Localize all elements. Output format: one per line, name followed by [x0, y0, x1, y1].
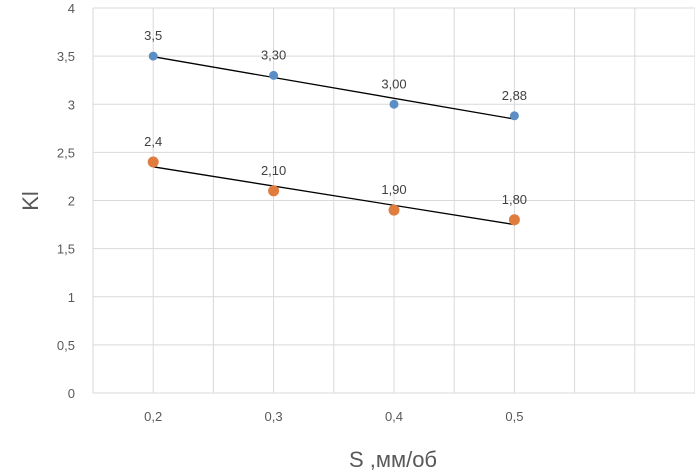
- data-point: [148, 51, 158, 61]
- trendline-2: [153, 166, 515, 226]
- y-axis-ticks: 0 0,5 1 1,5 2 2,5 3 3,5 4: [57, 1, 75, 401]
- data-point: [509, 111, 519, 121]
- data-label: 3,30: [261, 47, 286, 62]
- data-point: [147, 156, 159, 168]
- x-axis-title: S ,мм/об: [349, 447, 437, 472]
- data-point: [269, 70, 279, 80]
- data-label: 2,10: [261, 163, 286, 178]
- data-label: 1,90: [381, 182, 406, 197]
- y-tick-label: 3: [68, 97, 75, 112]
- data-labels: 3,5 3,30 3,00 2,88 2,4 2,10 1,90 1,80: [144, 28, 527, 207]
- data-point: [268, 185, 280, 197]
- data-label: 2,4: [144, 134, 162, 149]
- data-point: [388, 204, 400, 216]
- x-tick-label: 0,4: [385, 409, 403, 424]
- x-tick-label: 0,3: [265, 409, 283, 424]
- gridlines: [92, 7, 695, 394]
- data-point: [508, 214, 520, 226]
- y-tick-label: 1: [68, 290, 75, 305]
- x-tick-label: 0,5: [505, 409, 523, 424]
- y-tick-label: 3,5: [57, 49, 75, 64]
- data-point: [389, 99, 399, 109]
- data-points: [147, 51, 520, 226]
- y-tick-label: 1,5: [57, 242, 75, 257]
- y-axis-title: Kl: [18, 191, 43, 211]
- y-tick-label: 4: [68, 1, 75, 16]
- y-tick-label: 0: [68, 386, 75, 401]
- data-label: 2,88: [502, 88, 527, 103]
- data-label: 3,5: [144, 28, 162, 43]
- y-tick-label: 0,5: [57, 338, 75, 353]
- data-label: 3,00: [381, 76, 406, 91]
- x-axis-ticks: 0,2 0,3 0,4 0,5: [144, 409, 523, 424]
- data-label: 1,80: [502, 192, 527, 207]
- y-tick-label: 2,5: [57, 145, 75, 160]
- trendline-1: [153, 56, 515, 120]
- trendlines: [153, 56, 515, 226]
- y-tick-label: 2: [68, 194, 75, 209]
- x-tick-label: 0,2: [144, 409, 162, 424]
